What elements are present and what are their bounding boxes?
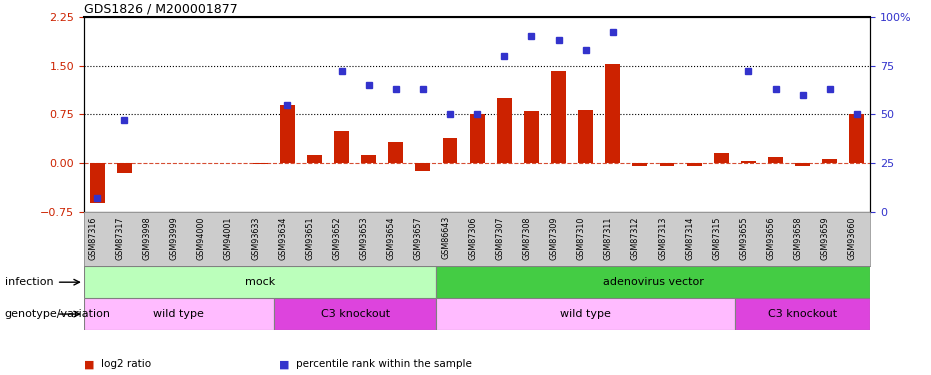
Text: GSM87307: GSM87307 — [495, 216, 505, 260]
Text: GSM93653: GSM93653 — [359, 216, 369, 260]
Text: GSM87310: GSM87310 — [576, 216, 586, 260]
Text: GSM87309: GSM87309 — [549, 216, 559, 260]
Bar — [361, 155, 376, 163]
Bar — [415, 163, 430, 171]
Bar — [735, 298, 870, 330]
Bar — [605, 64, 620, 163]
Text: GSM87313: GSM87313 — [658, 216, 667, 260]
Text: GSM93999: GSM93999 — [169, 216, 179, 260]
Text: GSM93651: GSM93651 — [305, 216, 315, 260]
Text: wild type: wild type — [154, 309, 204, 319]
Bar — [687, 163, 702, 166]
Text: GSM93998: GSM93998 — [142, 216, 152, 260]
Text: GSM87308: GSM87308 — [522, 216, 532, 260]
Text: C3 knockout: C3 knockout — [320, 309, 390, 319]
Bar — [84, 266, 437, 298]
Bar — [822, 159, 837, 163]
Bar — [469, 114, 485, 163]
Bar — [578, 110, 593, 163]
Bar — [442, 138, 457, 163]
Text: GSM87315: GSM87315 — [712, 216, 722, 260]
Text: GSM93652: GSM93652 — [332, 216, 342, 260]
Text: GSM93659: GSM93659 — [821, 216, 830, 260]
Bar — [90, 163, 105, 203]
Bar — [632, 163, 647, 166]
Text: GSM93655: GSM93655 — [739, 216, 749, 260]
Text: percentile rank within the sample: percentile rank within the sample — [296, 359, 472, 369]
Text: GSM87316: GSM87316 — [88, 216, 98, 260]
Text: genotype/variation: genotype/variation — [5, 309, 111, 319]
Text: C3 knockout: C3 knockout — [768, 309, 837, 319]
Text: GSM86643: GSM86643 — [441, 216, 450, 260]
Bar — [497, 98, 512, 163]
Text: GSM93660: GSM93660 — [848, 216, 857, 260]
Bar — [117, 163, 132, 173]
Bar — [659, 163, 674, 166]
Text: wild type: wild type — [560, 309, 611, 319]
Text: GSM87312: GSM87312 — [631, 216, 640, 260]
Bar — [714, 153, 729, 163]
Bar — [274, 298, 437, 330]
Text: GSM93657: GSM93657 — [414, 216, 423, 260]
Text: GSM93658: GSM93658 — [793, 216, 803, 260]
Bar — [849, 114, 864, 163]
Bar — [252, 163, 267, 164]
Text: GDS1826 / M200001877: GDS1826 / M200001877 — [84, 3, 237, 16]
Bar — [437, 298, 735, 330]
Bar — [741, 160, 756, 163]
Text: GSM94001: GSM94001 — [224, 216, 233, 260]
Bar — [524, 111, 539, 163]
Text: mock: mock — [245, 277, 276, 287]
Text: GSM87311: GSM87311 — [604, 216, 613, 260]
Text: GSM93656: GSM93656 — [766, 216, 776, 260]
Text: GSM93634: GSM93634 — [278, 216, 288, 260]
Text: ■: ■ — [279, 359, 290, 369]
Bar — [334, 130, 349, 163]
Bar — [768, 157, 783, 163]
Bar — [437, 266, 870, 298]
Bar — [388, 142, 403, 163]
Text: GSM87317: GSM87317 — [115, 216, 125, 260]
Bar — [795, 163, 810, 166]
Text: GSM94000: GSM94000 — [196, 216, 206, 260]
Text: GSM93654: GSM93654 — [386, 216, 396, 260]
Bar — [280, 105, 295, 163]
Bar — [84, 298, 274, 330]
Text: adenovirus vector: adenovirus vector — [603, 277, 704, 287]
Text: infection: infection — [5, 277, 53, 287]
Text: GSM87314: GSM87314 — [685, 216, 695, 260]
Text: GSM93633: GSM93633 — [251, 216, 260, 260]
Text: log2 ratio: log2 ratio — [101, 359, 151, 369]
Bar — [551, 71, 566, 163]
Text: ■: ■ — [84, 359, 94, 369]
Bar — [307, 155, 322, 163]
Text: GSM87306: GSM87306 — [468, 216, 478, 260]
